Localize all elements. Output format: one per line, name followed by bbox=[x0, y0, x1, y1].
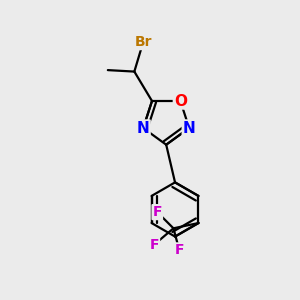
Text: Br: Br bbox=[134, 35, 152, 49]
Text: F: F bbox=[152, 205, 162, 219]
Text: F: F bbox=[150, 238, 159, 251]
Text: O: O bbox=[174, 94, 187, 109]
Text: N: N bbox=[137, 121, 150, 136]
Text: N: N bbox=[183, 121, 196, 136]
Text: F: F bbox=[175, 243, 184, 257]
